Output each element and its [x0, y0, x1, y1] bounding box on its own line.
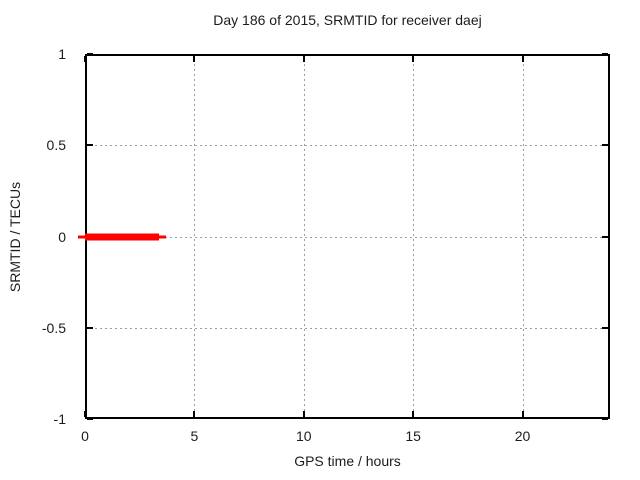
chart-title: Day 186 of 2015, SRMTID for receiver dae… — [213, 12, 482, 28]
x-tick-mark-top — [521, 56, 524, 62]
x-tick-mark-top — [84, 56, 86, 62]
y-tick-mark-right — [602, 53, 608, 55]
y-tick-mark-right — [602, 235, 608, 238]
x-tick-label: 10 — [295, 428, 312, 444]
y-gridline — [85, 327, 610, 329]
y-tick-mark-left — [87, 53, 93, 55]
series-layer — [78, 54, 610, 419]
x-tick-mark-top — [193, 56, 196, 62]
series-srmtid-thin-underlay — [78, 235, 166, 238]
y-tick-mark-right — [602, 326, 608, 329]
x-tick-mark-top — [412, 56, 415, 62]
grid-layer — [85, 54, 610, 419]
x-tick-mark-bottom — [412, 411, 415, 417]
y-tick-label: 1 — [58, 46, 66, 62]
y-gridline — [85, 145, 610, 147]
x-tick-label: 15 — [405, 428, 421, 444]
plot-area — [78, 53, 610, 420]
y-tick-label: 0.5 — [46, 137, 66, 154]
x-tick-label: 5 — [190, 428, 199, 444]
x-tick-mark-bottom — [84, 411, 86, 417]
x-tick-mark-bottom — [302, 411, 305, 417]
y-tick-mark-left — [87, 418, 93, 420]
x-axis-title: GPS time / hours — [294, 453, 401, 469]
y-tick-labels: 1 0.5 0 -0.5 -1 — [0, 47, 66, 426]
y-tick-mark-right — [602, 418, 608, 420]
y-gridline — [85, 236, 610, 238]
y-tick-label: -0.5 — [41, 319, 66, 336]
y-tick-mark-left — [87, 144, 93, 147]
x-tick-label: 20 — [514, 428, 531, 444]
x-tick-label: 0 — [81, 428, 89, 444]
y-tick-mark-right — [602, 144, 608, 147]
x-tick-mark-bottom — [521, 411, 524, 417]
y-tick-label: 0 — [58, 228, 66, 245]
x-tick-labels: 0 5 10 15 20 — [81, 428, 610, 446]
y-tick-mark-left — [87, 326, 93, 329]
x-tick-mark-bottom — [193, 411, 196, 417]
y-tick-label: -1 — [53, 411, 66, 427]
x-tick-mark-top — [302, 56, 305, 62]
